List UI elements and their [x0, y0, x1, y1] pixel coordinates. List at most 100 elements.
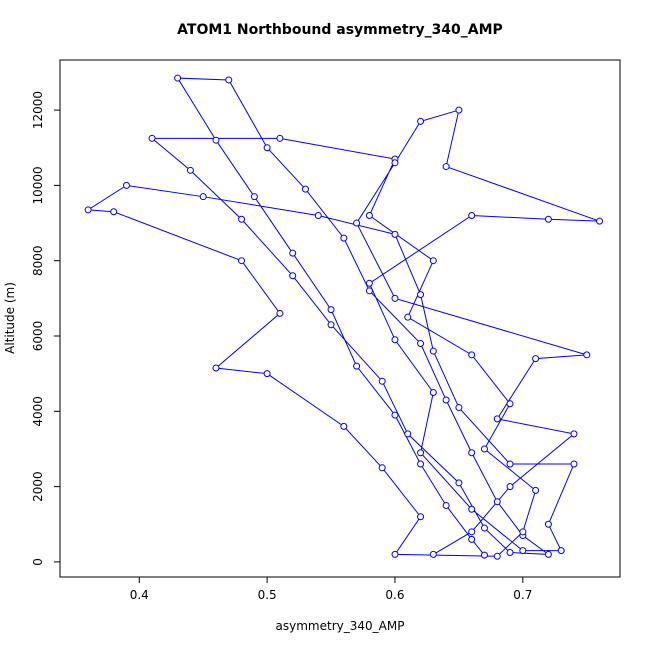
- data-point: [417, 513, 425, 521]
- data-point: [468, 351, 476, 359]
- data-point: [365, 212, 373, 220]
- data-point: [468, 212, 476, 220]
- data-point: [148, 134, 156, 142]
- data-point: [596, 217, 604, 225]
- data-point: [519, 547, 527, 555]
- data-point: [429, 257, 437, 265]
- data-point: [84, 206, 92, 214]
- data-point: [263, 144, 271, 152]
- data-point: [289, 249, 297, 257]
- data-point: [519, 528, 527, 536]
- data-point: [532, 486, 540, 494]
- data-point: [468, 535, 476, 543]
- data-point: [429, 388, 437, 396]
- data-point: [276, 134, 284, 142]
- data-point: [365, 279, 373, 287]
- data-point: [417, 340, 425, 348]
- data-point: [353, 219, 361, 227]
- chart-title: ATOM1 Northbound asymmetry_340_AMP: [177, 22, 503, 38]
- data-point: [276, 309, 284, 317]
- data-point: [583, 351, 591, 359]
- data-point: [186, 166, 194, 174]
- data-point: [238, 257, 246, 265]
- data-point: [404, 430, 412, 438]
- data-point: [327, 306, 335, 314]
- y-tick-label: 0: [31, 558, 45, 566]
- data-point: [353, 362, 361, 370]
- data-point: [391, 294, 399, 302]
- data-point: [544, 215, 552, 223]
- data-point: [468, 528, 476, 536]
- data-point: [570, 460, 578, 468]
- data-point: [532, 355, 540, 363]
- data-point: [301, 185, 309, 193]
- data-point: [122, 181, 130, 189]
- data-point: [417, 460, 425, 468]
- data-point: [493, 415, 501, 423]
- x-tick-label: 0.4: [130, 588, 149, 602]
- y-tick-label: 12000: [31, 91, 45, 129]
- data-point: [480, 551, 488, 559]
- data-point: [480, 524, 488, 532]
- x-tick-label: 0.7: [513, 588, 532, 602]
- data-point: [212, 136, 220, 144]
- data-point: [391, 550, 399, 558]
- data-line: [86, 77, 600, 557]
- data-point: [391, 230, 399, 238]
- data-point: [417, 449, 425, 457]
- data-point: [493, 552, 501, 560]
- data-point: [340, 422, 348, 430]
- x-axis-label: asymmetry_340_AMP: [276, 619, 405, 633]
- data-point: [417, 291, 425, 299]
- data-point: [455, 404, 463, 412]
- data-point: [378, 464, 386, 472]
- y-tick-label: 10000: [31, 166, 45, 204]
- data-point: [391, 336, 399, 344]
- data-point: [455, 479, 463, 487]
- data-point: [570, 430, 578, 438]
- data-point: [468, 449, 476, 457]
- data-point: [391, 159, 399, 167]
- data-point: [506, 460, 514, 468]
- data-point: [327, 321, 335, 329]
- data-point: [442, 396, 450, 404]
- data-point: [212, 364, 220, 372]
- data-point: [480, 445, 488, 453]
- data-point: [417, 117, 425, 125]
- data-point: [314, 212, 322, 220]
- data-point: [174, 74, 182, 82]
- data-point: [238, 215, 246, 223]
- data-point: [506, 483, 514, 491]
- data-point: [250, 193, 258, 201]
- data-point: [442, 163, 450, 171]
- data-point: [340, 234, 348, 242]
- data-point: [442, 501, 450, 509]
- data-point: [289, 272, 297, 280]
- y-tick-label: 6000: [31, 321, 45, 352]
- data-point: [557, 547, 565, 555]
- data-point: [263, 370, 271, 378]
- data-point: [493, 498, 501, 506]
- data-point: [429, 347, 437, 355]
- x-tick-label: 0.6: [385, 588, 404, 602]
- data-point: [404, 313, 412, 321]
- data-point: [468, 505, 476, 513]
- data-point: [365, 287, 373, 295]
- data-point: [506, 549, 514, 557]
- data-point: [110, 208, 118, 216]
- data-point: [455, 106, 463, 114]
- data-point: [199, 193, 207, 201]
- data-point: [378, 377, 386, 385]
- x-tick-label: 0.5: [258, 588, 277, 602]
- data-point: [506, 400, 514, 408]
- data-point: [544, 550, 552, 558]
- data-point: [429, 550, 437, 558]
- data-point: [225, 76, 233, 84]
- y-tick-label: 4000: [31, 396, 45, 427]
- y-tick-label: 8000: [31, 245, 45, 276]
- y-tick-label: 2000: [31, 471, 45, 502]
- data-point: [391, 411, 399, 419]
- data-point: [544, 520, 552, 528]
